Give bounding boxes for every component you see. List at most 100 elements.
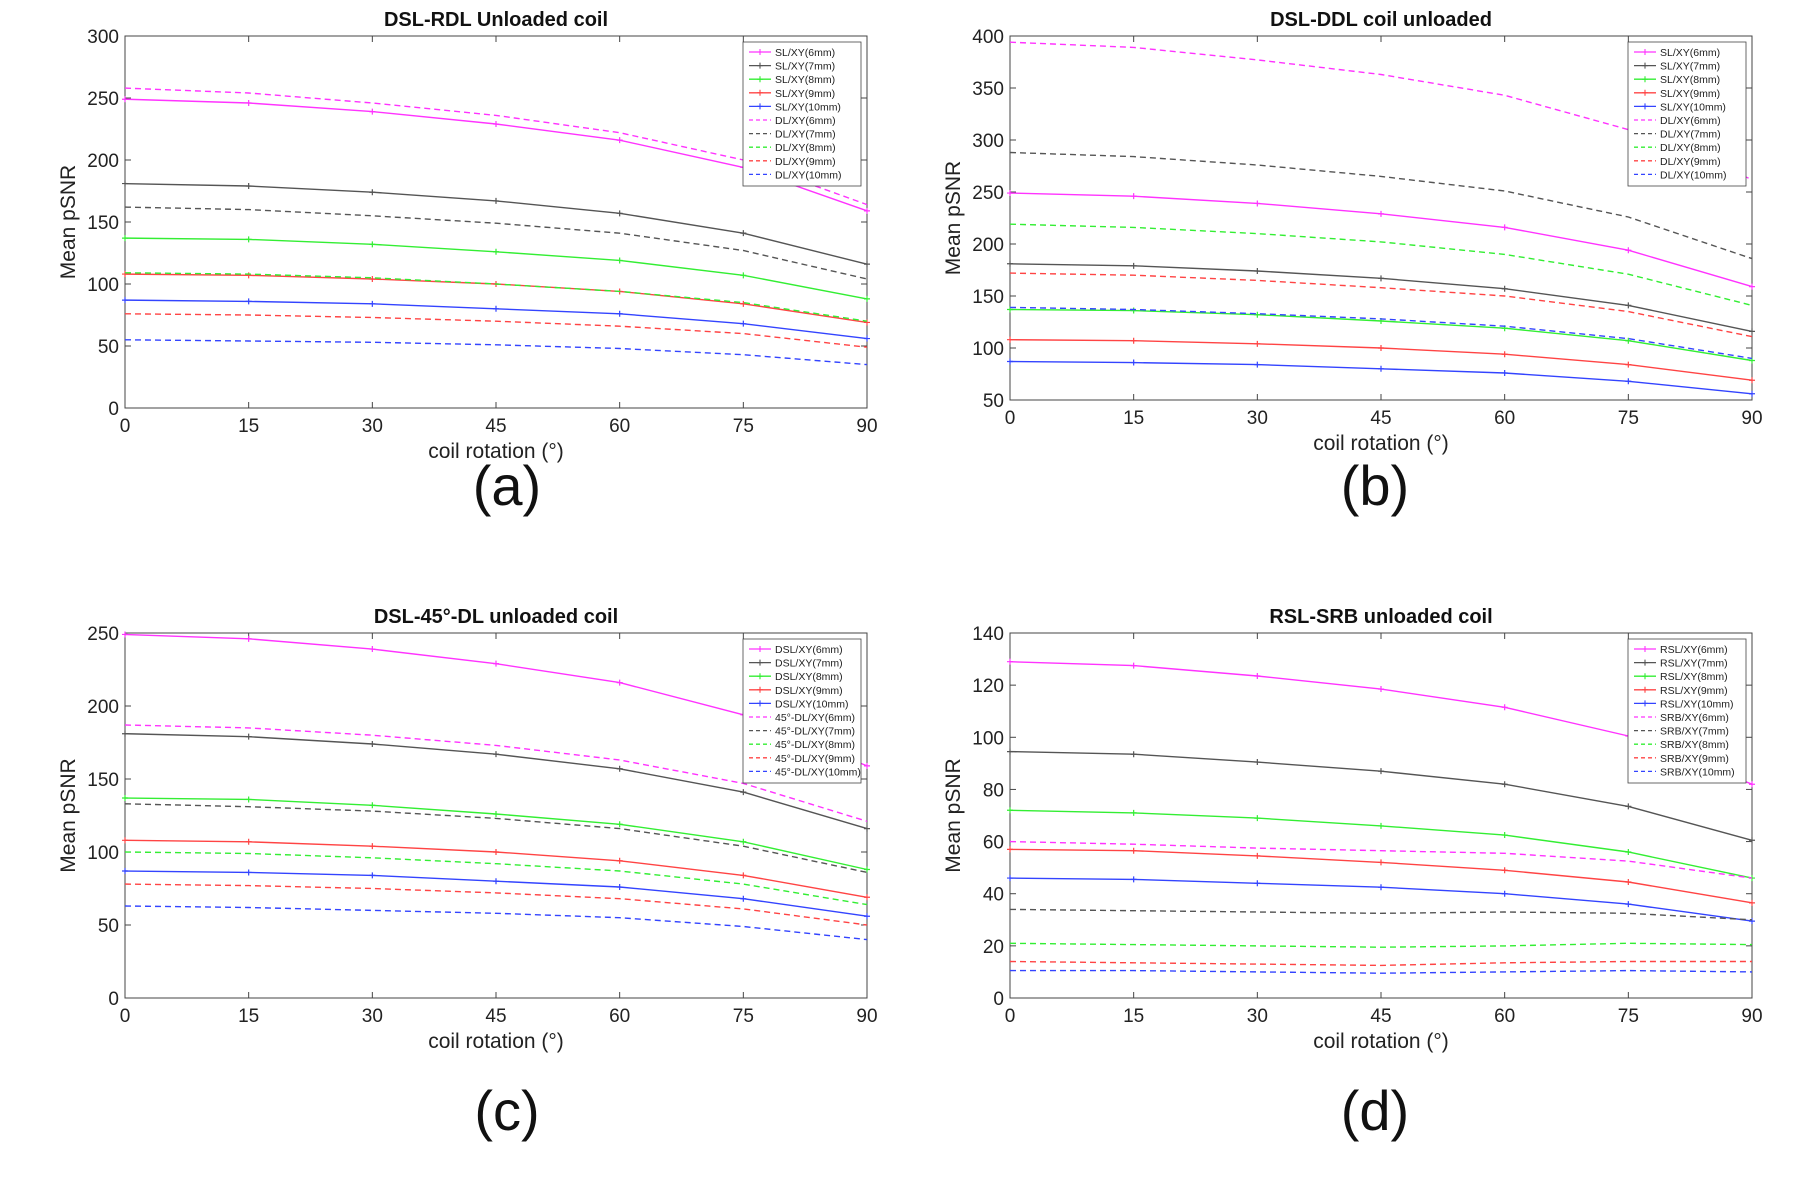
data-point-marker (1378, 345, 1384, 351)
legend-marker (1642, 89, 1648, 96)
data-point-marker (1501, 832, 1508, 839)
data-point-marker (1130, 662, 1137, 669)
legend-entry: DSL/XY(10mm) (775, 698, 849, 710)
x-tick-label: 15 (1123, 408, 1144, 429)
data-point-marker (616, 310, 623, 317)
data-point-marker (1130, 262, 1137, 269)
legend-entry: DL/XY(10mm) (1660, 169, 1727, 181)
data-point-marker (493, 878, 499, 885)
legend-entry: RSL/XY(8mm) (1660, 671, 1728, 683)
data-point-marker (1130, 751, 1137, 758)
y-tick-label: 200 (87, 697, 119, 718)
data-point-marker (245, 733, 252, 740)
data-point-marker (122, 96, 128, 103)
data-point-marker (1749, 328, 1755, 335)
data-point-marker (369, 108, 376, 115)
series-line-7 (124, 803, 868, 874)
data-point-marker (616, 765, 623, 772)
legend-entry: SRB/XY(8mm) (1660, 739, 1729, 751)
legend-entry: DL/XY(8mm) (1660, 142, 1721, 154)
legend-entry: 45°-DL/XY(8mm) (775, 739, 855, 751)
y-tick-label: 0 (993, 989, 1004, 1010)
series-line-8 (1009, 223, 1753, 307)
data-point-marker (1130, 307, 1137, 314)
legend-marker (757, 659, 763, 666)
series-line-6 (124, 724, 868, 822)
data-point-marker (740, 272, 747, 279)
data-point-marker (245, 796, 252, 803)
data-point-marker (245, 99, 252, 106)
legend-marker (757, 686, 763, 693)
series-line-9 (124, 313, 868, 348)
chart-title: DSL-RDL Unloaded coil (384, 9, 608, 31)
series-line-9 (1009, 272, 1753, 338)
data-point-marker (122, 867, 128, 874)
series-line-6 (1009, 41, 1753, 181)
data-point-marker (864, 261, 870, 268)
y-tick-label: 100 (972, 339, 1004, 360)
data-point-marker (1130, 876, 1137, 883)
chart-panel-4: RSL-SRB unloaded coil 0 20 40 60 80 100 120 140 0… (942, 606, 1763, 1142)
x-tick-label: 0 (1005, 1006, 1016, 1027)
data-point-marker (1501, 704, 1508, 711)
data-point-marker (864, 825, 870, 832)
x-tick-label: 75 (1618, 1006, 1639, 1027)
data-point-marker (1749, 918, 1755, 925)
data-point-marker (493, 305, 499, 312)
data-point-marker (1378, 210, 1384, 217)
y-tick-label: 0 (108, 399, 119, 420)
chart-panel-3: DSL-45°-DL unloaded coil 0 50 100 150 200 250 0… (57, 606, 878, 1142)
x-tick-label: 15 (238, 416, 259, 437)
data-point-marker (1625, 803, 1632, 810)
x-axis-label: coil rotation (°) (1313, 1030, 1449, 1053)
legend-entry: DL/XY(9mm) (775, 156, 836, 168)
series-line-8 (1009, 942, 1753, 948)
legend-entry: DL/XY(7mm) (1660, 129, 1721, 141)
data-point-marker (493, 660, 499, 667)
legend-entry: RSL/XY(6mm) (1660, 644, 1728, 656)
data-point-marker (1007, 260, 1013, 267)
data-point-marker (1749, 283, 1755, 290)
data-point-marker (1749, 781, 1755, 788)
data-point-marker (1007, 190, 1013, 197)
y-tick-label: 200 (972, 235, 1004, 256)
data-point-marker (122, 297, 128, 304)
data-point-marker (493, 197, 499, 204)
legend-entry: RSL/XY(10mm) (1660, 698, 1734, 710)
y-tick-label: 80 (983, 780, 1004, 801)
legend-marker (1642, 103, 1648, 110)
legend-entry: DL/XY(6mm) (775, 115, 836, 127)
data-point-marker (493, 751, 499, 758)
data-point-marker (740, 789, 747, 796)
chart-title: DSL-DDL coil unloaded (1270, 9, 1492, 31)
data-point-marker (740, 872, 747, 879)
data-point-marker (122, 837, 128, 844)
data-point-marker (1007, 358, 1013, 365)
x-tick-label: 75 (733, 1006, 754, 1027)
data-point-marker (864, 913, 870, 920)
x-tick-label: 15 (1123, 1006, 1144, 1027)
chart-title: DSL-45°-DL unloaded coil (374, 606, 618, 628)
data-point-marker (1501, 890, 1508, 897)
legend-entry: RSL/XY(9mm) (1660, 685, 1728, 697)
x-tick-label: 0 (120, 1006, 131, 1027)
x-tick-label: 30 (362, 1006, 383, 1027)
legend-marker (757, 646, 763, 652)
data-point-marker (369, 276, 376, 283)
y-tick-label: 60 (983, 833, 1004, 854)
data-point-marker (122, 794, 128, 801)
legend-marker (757, 76, 763, 83)
legend-entry: SL/XY(10mm) (775, 101, 841, 113)
data-point-marker (740, 320, 747, 327)
panel-label: (a) (473, 454, 541, 517)
data-point-marker (1501, 285, 1508, 292)
data-point-marker (1007, 807, 1013, 814)
data-point-marker (1749, 837, 1755, 844)
legend-marker (757, 700, 763, 707)
data-point-marker (1254, 340, 1261, 347)
data-point-marker (1501, 369, 1508, 376)
legend-marker (1642, 659, 1648, 666)
series-line-7 (124, 206, 868, 280)
legend-entry: SRB/XY(6mm) (1660, 712, 1729, 724)
legend-entry: DL/XY(7mm) (775, 129, 836, 141)
